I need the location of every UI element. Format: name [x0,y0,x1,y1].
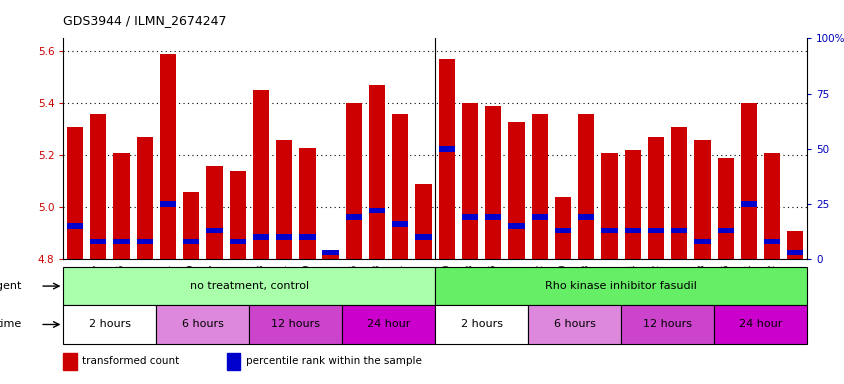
Bar [227,353,240,370]
Bar [415,234,431,240]
Bar [438,146,454,152]
Bar [322,252,338,259]
Bar [555,228,571,233]
Bar [369,85,385,259]
Bar [113,153,129,259]
Text: 12 hours: 12 hours [642,319,691,329]
Bar [462,103,478,259]
Bar [67,127,83,259]
Bar [249,305,342,344]
Bar [160,201,176,207]
Bar [322,250,338,255]
Bar [717,158,733,259]
Bar [369,208,385,214]
Bar [252,90,268,259]
Bar [713,305,806,344]
Bar [183,192,199,259]
Bar [137,239,153,244]
Bar [299,234,315,240]
Bar [252,234,268,240]
Bar [113,239,129,244]
Bar [230,239,246,244]
Bar [438,59,454,259]
Bar [555,197,571,259]
Bar [462,215,478,220]
Bar [63,267,435,305]
Bar [508,223,524,229]
Text: GDS3944 / ILMN_2674247: GDS3944 / ILMN_2674247 [63,14,226,27]
Bar [624,150,640,259]
Text: 2 hours: 2 hours [89,319,131,329]
Bar [670,127,686,259]
Bar [276,140,292,259]
Bar [694,239,710,244]
Bar [435,267,806,305]
Bar [299,147,315,259]
Text: 12 hours: 12 hours [271,319,320,329]
Bar [763,239,779,244]
Bar [694,140,710,259]
Bar [528,305,620,344]
Bar [342,305,435,344]
Bar [206,228,222,233]
Bar [345,215,361,220]
Bar [63,353,77,370]
Bar [787,250,803,255]
Bar [156,305,249,344]
Bar [577,114,593,259]
Bar [160,54,176,259]
Bar [531,215,547,220]
Bar [137,137,153,259]
Text: agent: agent [0,281,21,291]
Bar [230,171,246,259]
Bar [67,223,83,229]
Text: time: time [0,319,21,329]
Bar [740,201,756,207]
Bar [392,221,408,227]
Text: no treatment, control: no treatment, control [190,281,308,291]
Bar [415,184,431,259]
Bar [787,231,803,259]
Bar [392,114,408,259]
Bar [345,103,361,259]
Bar [647,137,663,259]
Bar [763,153,779,259]
Bar [740,103,756,259]
Text: 6 hours: 6 hours [181,319,224,329]
Bar [624,228,640,233]
Bar [63,305,156,344]
Bar [531,114,547,259]
Bar [620,305,713,344]
Text: Rho kinase inhibitor fasudil: Rho kinase inhibitor fasudil [544,281,696,291]
Bar [90,239,106,244]
Bar [647,228,663,233]
Bar [484,106,500,259]
Bar [670,228,686,233]
Bar [508,121,524,259]
Bar [90,114,106,259]
Text: 2 hours: 2 hours [460,319,502,329]
Text: percentile rank within the sample: percentile rank within the sample [246,356,421,366]
Bar [601,153,617,259]
Bar [484,215,500,220]
Bar [183,239,199,244]
Text: 6 hours: 6 hours [553,319,595,329]
Bar [577,215,593,220]
Text: transformed count: transformed count [82,356,179,366]
Bar [276,234,292,240]
Bar [206,166,222,259]
Bar [601,228,617,233]
Text: 24 hour: 24 hour [366,319,410,329]
Bar [435,305,528,344]
Bar [717,228,733,233]
Text: 24 hour: 24 hour [738,319,782,329]
